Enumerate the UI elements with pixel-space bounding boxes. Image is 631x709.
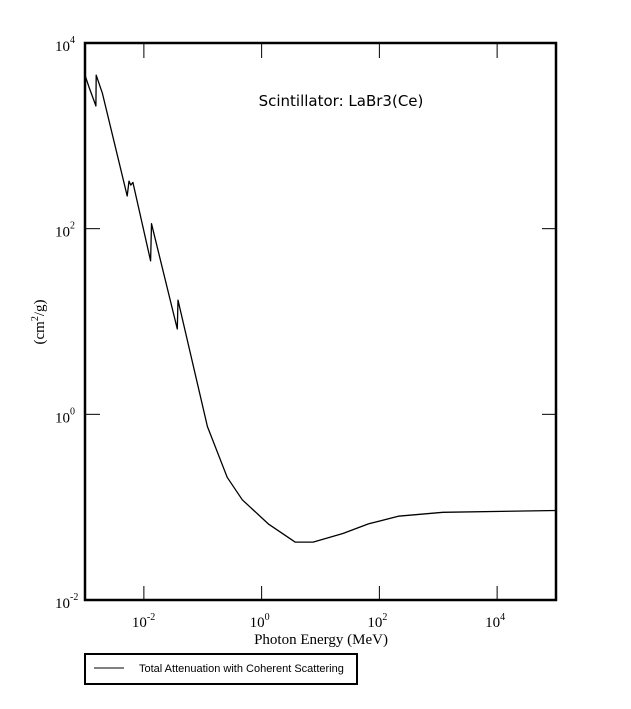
x-tick-labels: 10-2 100 102 104 (132, 612, 505, 631)
legend-box (84, 653, 358, 685)
legend: Total Attenuation with Coherent Scatteri… (84, 653, 358, 685)
y-tick-label: 10-2 (55, 592, 78, 612)
y-axis-title-base: (cm (32, 321, 48, 345)
x-axis-title: Photon Energy (MeV) (254, 632, 388, 648)
x-tick-label: 102 (367, 612, 387, 631)
plot-frame (83, 41, 558, 602)
x-tick-label: 10-2 (132, 612, 155, 631)
y-tick-label: 102 (55, 221, 75, 241)
y-axis-title-sup: 2 (30, 316, 41, 321)
chart-title: Scintillator: LaBr3(Ce) (259, 92, 424, 110)
y-tick-labels: 104 102 100 10-2 (55, 35, 78, 612)
y-axis-title-tail: /g) (32, 300, 48, 317)
x-tick-label: 104 (485, 612, 505, 631)
legend-item-label: Total Attenuation with Coherent Scatteri… (139, 663, 344, 675)
y-axis-title: (cm2/g) (30, 300, 48, 345)
series-line-total-attenuation (84, 74, 557, 543)
y-tick-label: 104 (55, 35, 75, 55)
axis-ticks (85, 43, 556, 600)
y-tick-label: 100 (55, 406, 75, 426)
x-tick-label: 100 (250, 612, 270, 631)
